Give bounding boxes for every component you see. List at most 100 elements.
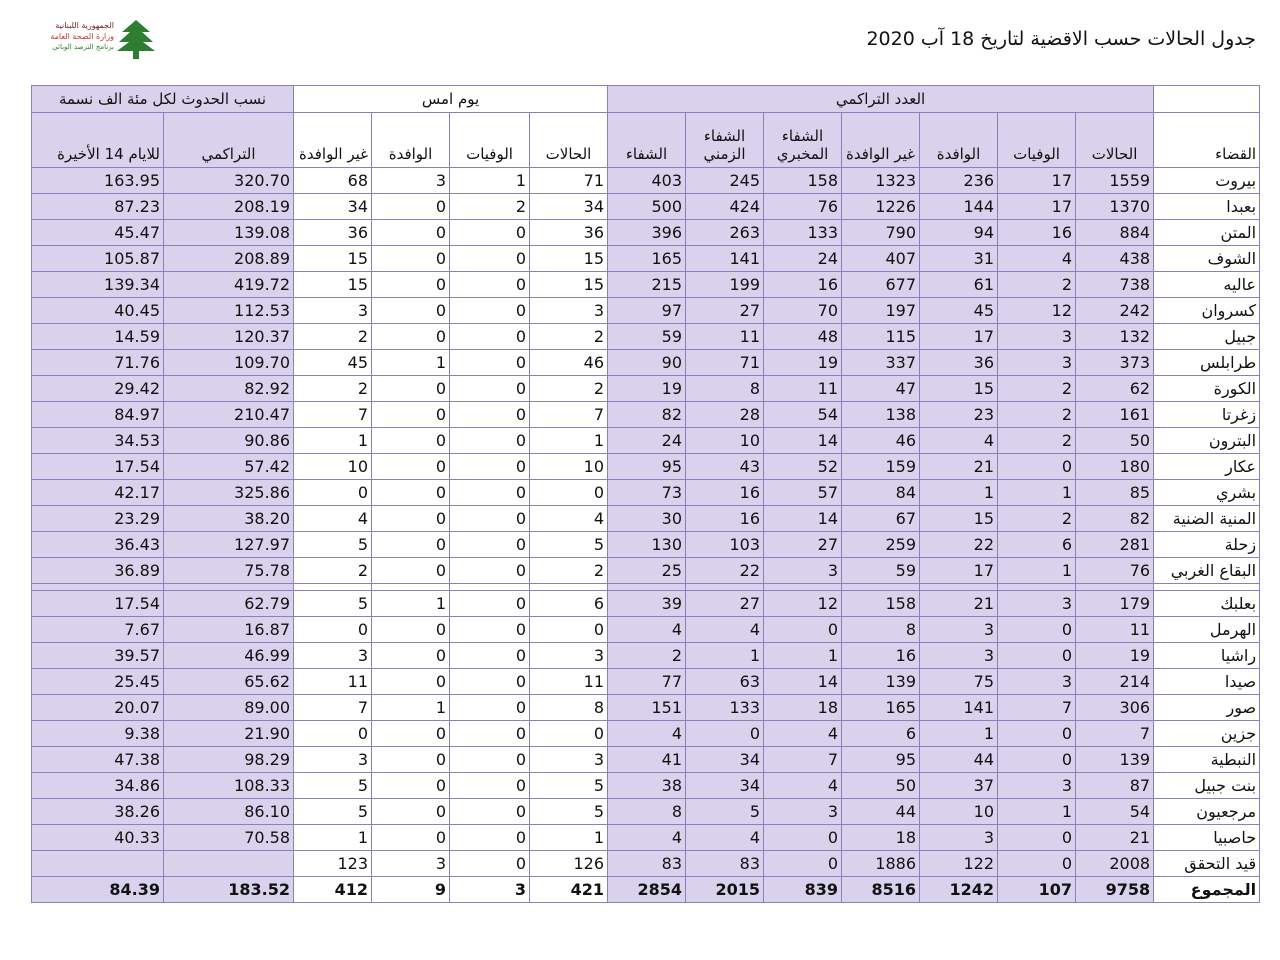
cell-recovered: 4 xyxy=(607,616,687,643)
cell-imported: 1 xyxy=(919,479,999,506)
cell-time-recovered: 0 xyxy=(685,720,765,747)
cell-last14-rate: 163.95 xyxy=(31,167,164,194)
cell-y-non-imported: 5 xyxy=(293,590,373,617)
cell-cumulative-rate: 38.20 xyxy=(162,505,295,532)
cell-cumulative-rate: 70.58 xyxy=(162,824,295,851)
cell-imported: 94 xyxy=(919,219,999,246)
cell-y-non-imported: 2 xyxy=(293,323,373,350)
cell-non-imported: 18 xyxy=(841,824,921,851)
cell-time-recovered: 10 xyxy=(685,427,765,454)
cell-y-deaths: 0 xyxy=(449,694,531,721)
cell-y-cases: 3 xyxy=(529,297,609,324)
cell-non-imported: 407 xyxy=(841,245,921,272)
cell-lab-recovered: 7 xyxy=(763,746,843,773)
cell-cases: 306 xyxy=(1075,694,1155,721)
cell-last14-rate: 87.23 xyxy=(31,193,164,220)
cell-lab-recovered: 16 xyxy=(763,271,843,298)
cell-recovered: 4 xyxy=(607,824,687,851)
table-row: 20.07 89.00 7 1 0 8 151 133 18 165 141 7 306 صور xyxy=(31,694,1261,721)
cell-cases: 21 xyxy=(1075,824,1155,851)
cell-time-recovered: 22 xyxy=(685,557,765,584)
cell-non-imported: 139 xyxy=(841,668,921,695)
cell-deaths: 0 xyxy=(997,720,1077,747)
cell-last14-rate: 7.67 xyxy=(31,616,164,643)
cell-y-deaths: 0 xyxy=(449,557,531,584)
cell-last14-rate: 42.17 xyxy=(31,479,164,506)
cell-y-deaths: 0 xyxy=(449,427,531,454)
cell-lab-recovered: 18 xyxy=(763,694,843,721)
cell-y-cases: 2 xyxy=(529,557,609,584)
table-row: 47.38 98.29 3 0 0 3 41 34 7 95 44 0 139 النبطية xyxy=(31,746,1261,773)
cell-y-deaths: 3 xyxy=(449,876,531,903)
cell-deaths: 2 xyxy=(997,375,1077,402)
cell-recovered: 500 xyxy=(607,193,687,220)
cell-cases: 9758 xyxy=(1075,876,1155,903)
cell-recovered: 4 xyxy=(607,720,687,747)
cell-deaths: 16 xyxy=(997,219,1077,246)
cell-cumulative-rate: 98.29 xyxy=(162,746,295,773)
cell-district: كسروان xyxy=(1153,297,1261,324)
gap-cell xyxy=(919,583,999,591)
cell-cumulative-rate: 112.53 xyxy=(162,297,295,324)
cell-y-imported: 0 xyxy=(371,323,451,350)
cell-y-deaths: 0 xyxy=(449,772,531,799)
table-row: 17.54 57.42 10 0 0 10 95 43 52 159 21 0 180 عكار xyxy=(31,453,1261,480)
cell-lab-recovered: 4 xyxy=(763,772,843,799)
cell-y-non-imported: 10 xyxy=(293,453,373,480)
cell-district: المنية الضنية xyxy=(1153,505,1261,532)
cell-y-cases: 421 xyxy=(529,876,609,903)
cell-lab-recovered: 27 xyxy=(763,531,843,558)
cell-district: عاليه xyxy=(1153,271,1261,298)
cell-y-deaths: 0 xyxy=(449,349,531,376)
group-cumulative: العدد التراكمي xyxy=(607,85,1155,113)
cell-recovered: 19 xyxy=(607,375,687,402)
table-row: 84.97 210.47 7 0 0 7 82 28 54 138 23 2 161 زغرتا xyxy=(31,401,1261,428)
cell-non-imported: 47 xyxy=(841,375,921,402)
cell-recovered: 25 xyxy=(607,557,687,584)
table-row: 123 3 0 126 83 83 0 1886 122 0 2008 قيد التحقق xyxy=(31,850,1261,877)
cell-time-recovered: 245 xyxy=(685,167,765,194)
cell-time-recovered: 103 xyxy=(685,531,765,558)
cell-non-imported: 50 xyxy=(841,772,921,799)
cell-y-imported: 0 xyxy=(371,453,451,480)
cell-non-imported: 115 xyxy=(841,323,921,350)
cell-y-imported: 0 xyxy=(371,531,451,558)
cell-cases: 242 xyxy=(1075,297,1155,324)
col-recovered: الشفاء xyxy=(607,112,687,168)
cell-imported: 17 xyxy=(919,323,999,350)
cell-district: المجموع xyxy=(1153,876,1261,903)
cell-y-deaths: 0 xyxy=(449,642,531,669)
cell-y-deaths: 0 xyxy=(449,375,531,402)
cell-non-imported: 790 xyxy=(841,219,921,246)
cell-deaths: 0 xyxy=(997,453,1077,480)
table-row: 38.26 86.10 5 0 0 5 8 5 3 44 10 1 54 مرجعيون xyxy=(31,798,1261,825)
cell-imported: 4 xyxy=(919,427,999,454)
cell-time-recovered: 27 xyxy=(685,297,765,324)
cell-time-recovered: 16 xyxy=(685,479,765,506)
cell-time-recovered: 63 xyxy=(685,668,765,695)
cell-imported: 17 xyxy=(919,557,999,584)
cell-time-recovered: 133 xyxy=(685,694,765,721)
col-lab-recovered-line1: الشفاء xyxy=(781,127,824,145)
cell-lab-recovered: 54 xyxy=(763,401,843,428)
cell-y-cases: 2 xyxy=(529,323,609,350)
cell-y-cases: 5 xyxy=(529,531,609,558)
cell-cases: 87 xyxy=(1075,772,1155,799)
gap-cell xyxy=(371,583,451,591)
cell-y-imported: 0 xyxy=(371,271,451,298)
cell-non-imported: 16 xyxy=(841,642,921,669)
cell-lab-recovered: 3 xyxy=(763,798,843,825)
cell-y-non-imported: 15 xyxy=(293,271,373,298)
cell-deaths: 1 xyxy=(997,557,1077,584)
cell-y-cases: 1 xyxy=(529,824,609,851)
cell-recovered: 8 xyxy=(607,798,687,825)
col-cases: الحالات xyxy=(1075,112,1155,168)
cell-cumulative-rate: 86.10 xyxy=(162,798,295,825)
cell-non-imported: 8 xyxy=(841,616,921,643)
cell-y-cases: 0 xyxy=(529,720,609,747)
table-row: 23.29 38.20 4 0 0 4 30 16 14 67 15 2 82 المنية الضنية xyxy=(31,505,1261,532)
cell-cumulative-rate: 208.19 xyxy=(162,193,295,220)
col-y-non-imported: غير الوافدة xyxy=(293,112,373,168)
cell-y-cases: 6 xyxy=(529,590,609,617)
col-non-imported: غير الوافدة xyxy=(841,112,921,168)
